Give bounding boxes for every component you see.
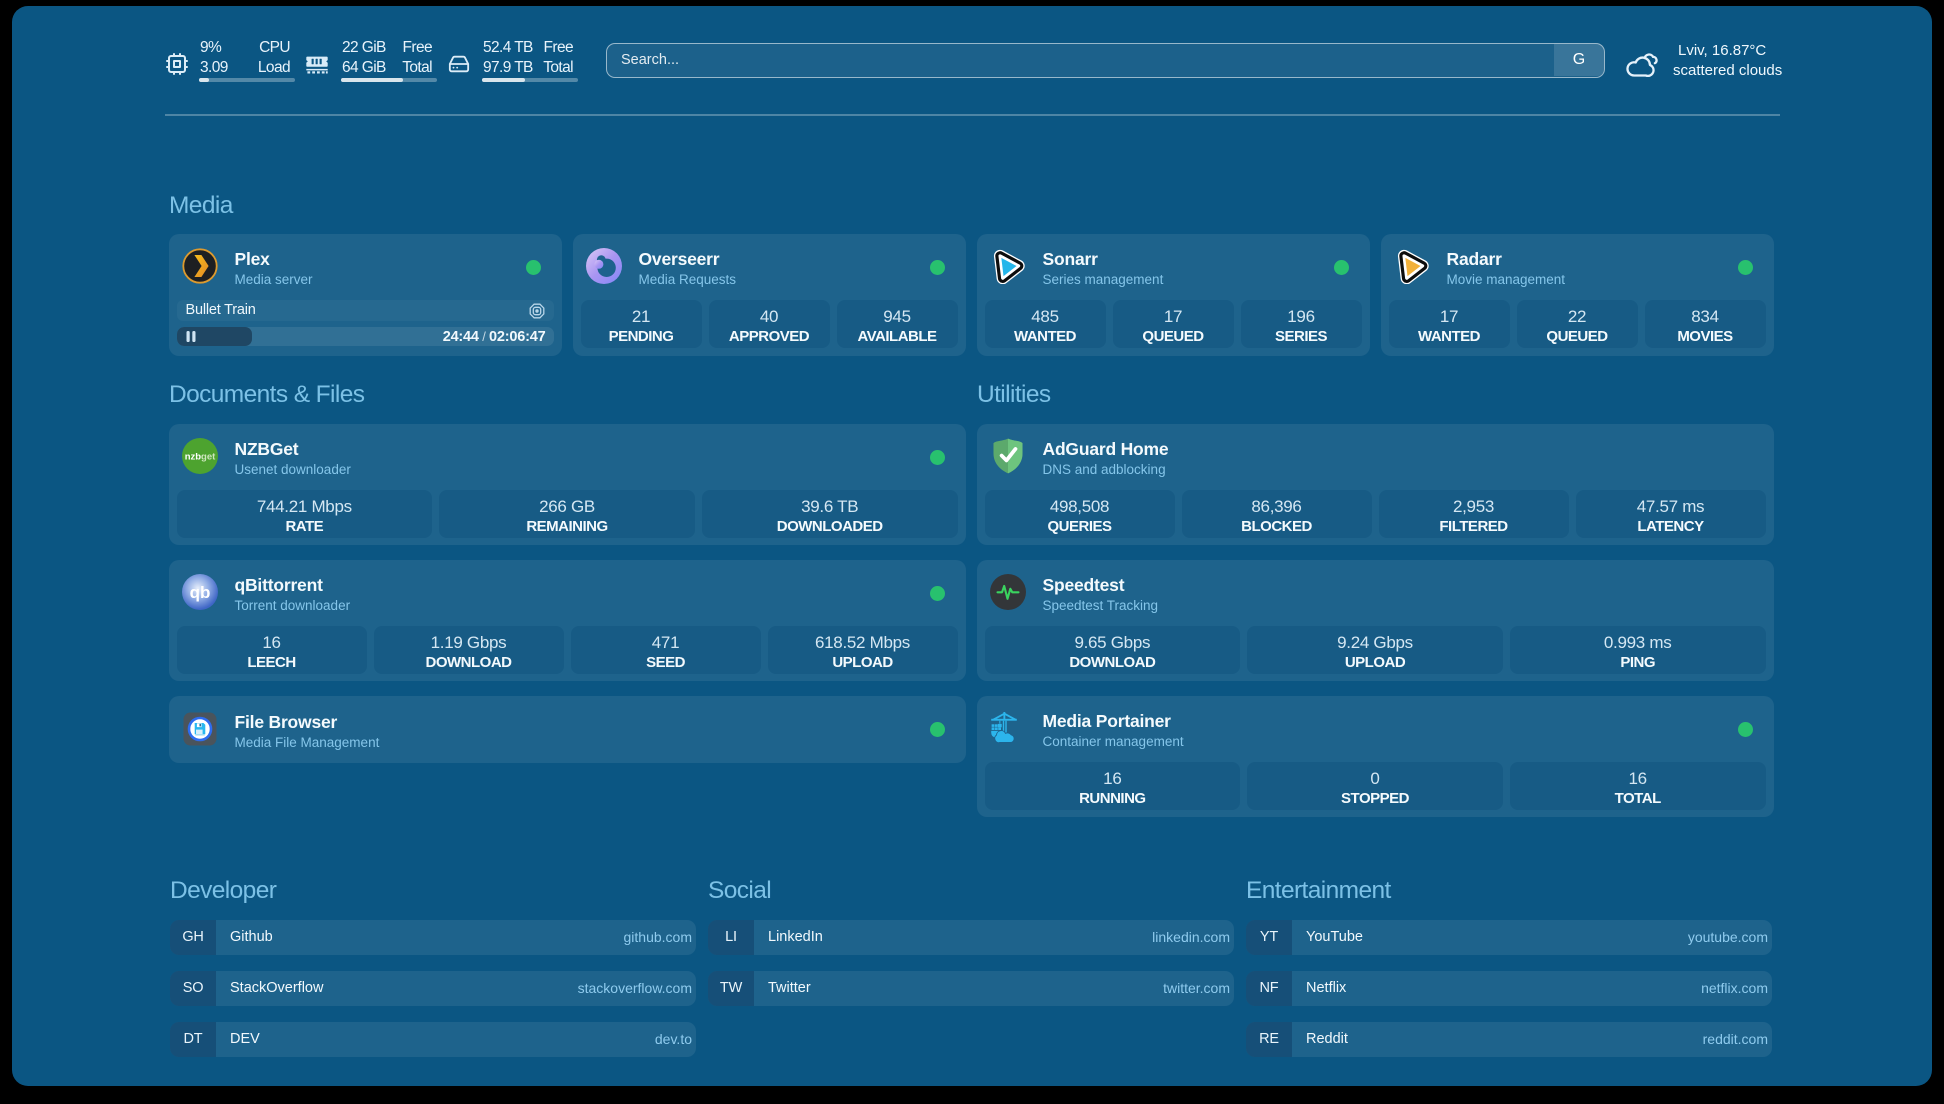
svg-text:qb: qb [189, 583, 210, 602]
svg-text:nzbget: nzbget [184, 451, 215, 462]
